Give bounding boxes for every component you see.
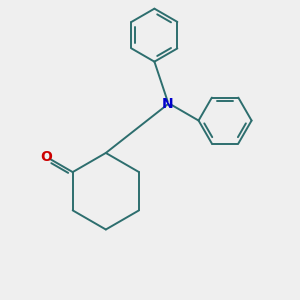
Text: N: N xyxy=(162,98,173,111)
Text: O: O xyxy=(40,150,52,164)
